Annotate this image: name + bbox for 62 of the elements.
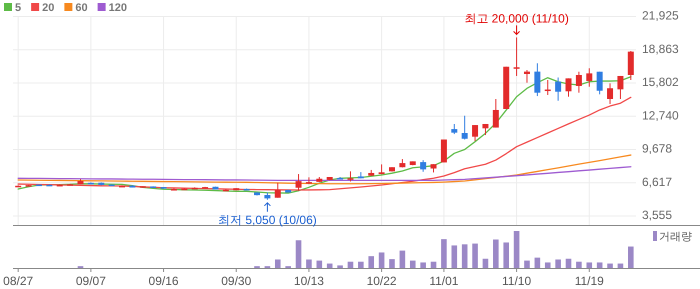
- bar: [326, 264, 332, 268]
- y-tick-label: 21,925: [642, 8, 680, 23]
- bar: [348, 262, 354, 268]
- legend-item: 5: [4, 2, 22, 14]
- bar: [410, 260, 416, 268]
- legend-item: 120: [98, 2, 127, 14]
- bar: [607, 264, 613, 268]
- x-tick-label: 09/07: [76, 274, 106, 288]
- bar: [618, 264, 624, 268]
- x-tick-label: 09/16: [148, 274, 179, 288]
- bar: [628, 246, 634, 268]
- bar: [368, 256, 374, 268]
- bar: [493, 240, 499, 268]
- bar: [378, 252, 384, 268]
- bar: [316, 260, 322, 268]
- bar: [420, 262, 426, 268]
- x-tick-label: 11/01: [429, 274, 459, 288]
- bar: [576, 262, 582, 268]
- bar: [524, 260, 530, 268]
- bar: [430, 262, 436, 268]
- bar: [503, 242, 510, 268]
- legend-item: 20: [31, 2, 54, 14]
- y-tick-label: 9,678: [642, 142, 672, 156]
- bar: [566, 258, 572, 268]
- y-tick-label: 15,802: [642, 75, 680, 90]
- y-tick-label: 6,617: [642, 174, 672, 189]
- bar: [337, 265, 343, 268]
- legend-item: 60: [64, 2, 88, 14]
- y-tick-label: 3,555: [642, 208, 672, 222]
- bar: [482, 258, 488, 268]
- annotation: 최고 20,000 (11/10): [464, 11, 569, 26]
- bar: [586, 262, 592, 268]
- bar: [596, 262, 602, 268]
- bar: [451, 245, 458, 268]
- bar: [274, 259, 281, 268]
- x-tick-label: 10/22: [366, 274, 397, 288]
- legend-label: 5: [15, 2, 22, 14]
- bar: [472, 244, 478, 268]
- bar: [389, 259, 395, 268]
- y-tick-label: 18,863: [642, 42, 680, 56]
- bar: [358, 262, 364, 268]
- bar: [441, 239, 447, 268]
- annotation: 최저 5,050 (10/06): [218, 212, 317, 227]
- x-tick-label: 08/27: [3, 274, 34, 288]
- bar: [514, 231, 520, 268]
- y-tick-label: 12,740: [642, 108, 680, 122]
- bar: [544, 262, 551, 268]
- bar: [534, 258, 540, 268]
- legend-item: 거래량: [653, 231, 692, 243]
- legend-label: 120: [108, 2, 127, 14]
- bar: [296, 240, 302, 268]
- legend-label: 60: [75, 2, 88, 14]
- legend-label: 20: [42, 2, 54, 14]
- x-tick-label: 11/19: [574, 274, 604, 288]
- bar: [306, 259, 312, 268]
- bar: [400, 250, 406, 268]
- x-tick-label: 11/10: [502, 274, 532, 288]
- legend-label: 거래량: [659, 231, 692, 243]
- bar: [462, 244, 468, 268]
- x-tick-label: 10/13: [294, 274, 324, 288]
- bar: [555, 259, 561, 268]
- x-tick-label: 09/30: [221, 274, 252, 288]
